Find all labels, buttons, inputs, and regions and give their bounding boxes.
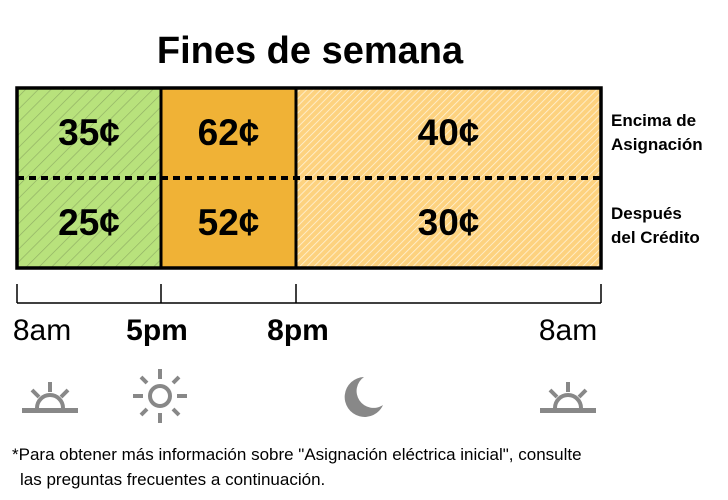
footnote: *Para obtener más información sobre "Asi… <box>12 442 582 492</box>
footnote-line: *Para obtener más información sobre "Asi… <box>12 445 582 464</box>
rate-after-5pm-8pm: 52¢ <box>197 202 260 243</box>
row-label-line: Encima de <box>611 111 697 130</box>
rate-after-8am-5pm: 25¢ <box>58 202 120 243</box>
time-label: 8pm <box>267 314 329 347</box>
time-label: 8am <box>538 314 598 347</box>
row-label-line: Después <box>611 204 682 223</box>
footnote-line: las preguntas frecuentes a continuación. <box>20 470 326 489</box>
rate-above-8am-5pm: 35¢ <box>58 112 120 153</box>
rate-above-5pm-8pm: 62¢ <box>197 112 260 153</box>
row-label-line: Asignación <box>611 135 703 154</box>
row-label-line: del Crédito <box>611 228 700 247</box>
row-label-after: Después del Crédito <box>611 202 700 250</box>
sun-icon <box>133 369 187 423</box>
rate-above-8pm-8am: 40¢ <box>417 112 480 153</box>
page-title: Fines de semana <box>156 30 464 72</box>
rate-after-8pm-8am: 30¢ <box>417 202 480 243</box>
timeline-axis <box>16 284 602 304</box>
row-label-above: Encima de Asignación <box>611 109 703 157</box>
sunrise-icon <box>540 382 596 413</box>
sunrise-icon <box>22 382 78 413</box>
moon-icon <box>344 377 383 417</box>
time-label: 5pm <box>126 314 188 347</box>
time-label: 8am <box>12 314 72 347</box>
